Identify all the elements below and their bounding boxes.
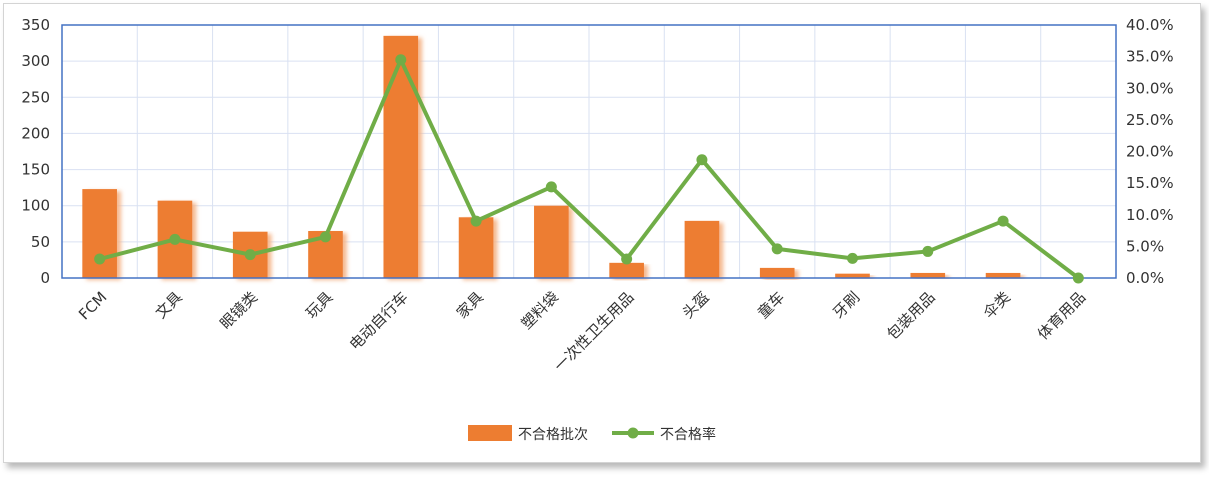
bar-12 xyxy=(985,272,1021,278)
rate-point-5 xyxy=(470,215,482,227)
y-left-tick-label: 50 xyxy=(31,233,50,251)
y-right-tick-label: 35.0% xyxy=(1126,48,1174,66)
bar-5 xyxy=(458,217,494,278)
bar-4 xyxy=(383,35,419,278)
bar-8 xyxy=(684,220,720,278)
x-category-label: 体育用品 xyxy=(1034,288,1089,343)
bar-7 xyxy=(609,262,644,278)
y-right-tick-label: 0.0% xyxy=(1126,269,1164,287)
x-category-label: 玩具 xyxy=(302,288,336,322)
legend-line-marker xyxy=(627,427,639,439)
y-left-tick-label: 350 xyxy=(21,16,50,34)
y-left-tick-label: 100 xyxy=(21,197,50,215)
rate-point-0 xyxy=(94,253,106,265)
bar-0 xyxy=(82,189,117,278)
y-left-tick-label: 250 xyxy=(21,88,50,106)
x-category-label: 牙刷 xyxy=(829,288,863,322)
rate-point-3 xyxy=(320,231,331,243)
x-category-label: 塑料袋 xyxy=(518,288,563,333)
x-category-label: 电动自行车 xyxy=(346,288,412,354)
y-left-tick-label: 0 xyxy=(40,269,50,287)
x-category-label: 童车 xyxy=(754,288,788,322)
bar-11 xyxy=(910,272,946,278)
x-category-label: 家具 xyxy=(453,288,487,322)
rate-point-10 xyxy=(847,252,858,264)
x-category-label: 包装用品 xyxy=(883,288,938,343)
x-category-label: FCM xyxy=(75,288,110,323)
bar-series xyxy=(82,35,1021,278)
rate-point-13 xyxy=(1072,272,1084,284)
x-category-label: 头盔 xyxy=(679,288,713,322)
y-right-tick-label: 5.0% xyxy=(1126,237,1164,255)
plot-border xyxy=(61,24,1117,279)
legend: 不合格批次 不合格率 xyxy=(468,425,716,443)
bar-10 xyxy=(835,273,870,278)
rate-point-2 xyxy=(244,249,256,261)
legend-label-line: 不合格率 xyxy=(660,426,716,443)
line-series xyxy=(94,54,1084,284)
rate-line xyxy=(99,57,1080,280)
x-category-label: 眼镜类 xyxy=(216,288,261,333)
x-category-label: 一次性卫生用品 xyxy=(550,288,637,375)
legend-label-bars: 不合格批次 xyxy=(518,427,588,443)
y-right-tick-label: 15.0% xyxy=(1126,174,1174,192)
rate-point-8 xyxy=(696,154,708,166)
legend-bar-swatch xyxy=(468,425,512,441)
rate-point-6 xyxy=(545,181,557,193)
rate-point-7 xyxy=(621,253,633,265)
y-right-tick-label: 25.0% xyxy=(1126,111,1174,129)
rate-point-9 xyxy=(771,243,783,255)
y-right-tick-label: 40.0% xyxy=(1126,16,1174,34)
x-category-label: 文具 xyxy=(152,288,186,322)
bar-6 xyxy=(534,205,569,278)
rate-point-1 xyxy=(169,233,181,245)
bar-9 xyxy=(759,267,795,278)
y-right-tick-label: 30.0% xyxy=(1126,79,1174,97)
plot-frame xyxy=(61,24,1117,279)
y-left-tick-label: 300 xyxy=(21,52,50,70)
axis-labels: 0 50 100 150 200 250 300 350 0.0% 5.0% 10.0% 15.0% 2… xyxy=(21,16,1173,375)
y-left-tick-label: 200 xyxy=(21,124,50,142)
y-right-tick-label: 20.0% xyxy=(1126,143,1174,161)
rate-point-4 xyxy=(395,54,407,66)
rate-point-11 xyxy=(922,245,934,257)
rate-point-12 xyxy=(997,215,1009,227)
x-category-label: 伞类 xyxy=(980,288,1014,322)
y-right-tick-label: 10.0% xyxy=(1126,206,1174,224)
y-left-tick-label: 150 xyxy=(21,161,50,179)
